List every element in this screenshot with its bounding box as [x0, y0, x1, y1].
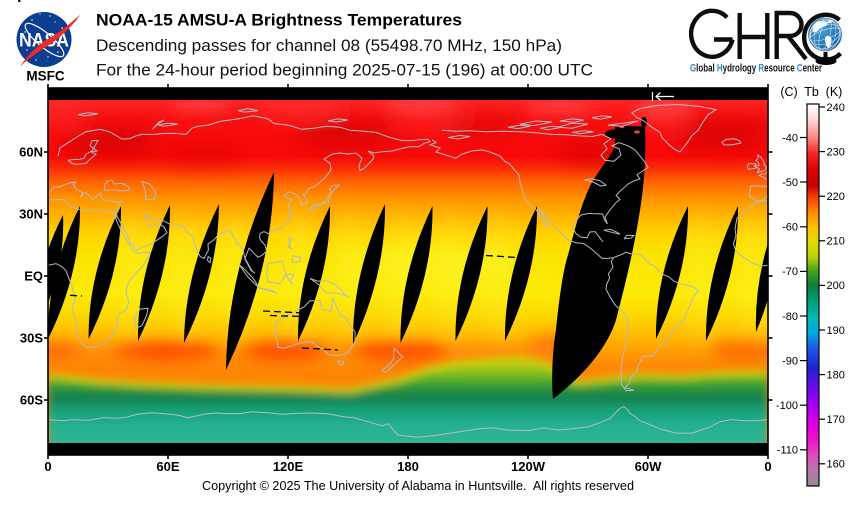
svg-text:170: 170 [827, 414, 845, 426]
svg-text:60E: 60E [156, 459, 179, 474]
svg-text:30N: 30N [19, 207, 43, 222]
svg-text:-70: -70 [782, 266, 798, 278]
svg-text:Copyright © 2025 The Universit: Copyright © 2025 The University of Alaba… [202, 478, 634, 493]
svg-text:-60: -60 [782, 222, 798, 234]
svg-text:0: 0 [764, 459, 771, 474]
svg-text:(C): (C) [780, 85, 797, 99]
svg-text:180: 180 [397, 459, 419, 474]
svg-text:160: 160 [827, 459, 845, 471]
svg-text:Tb: Tb [804, 85, 819, 99]
svg-text:120W: 120W [511, 459, 546, 474]
svg-text:-80: -80 [782, 311, 798, 323]
svg-text:0: 0 [44, 459, 51, 474]
svg-text:60N: 60N [19, 145, 43, 160]
svg-text:190: 190 [827, 325, 845, 337]
svg-text:60W: 60W [635, 459, 662, 474]
svg-text:For the 24-hour period beginni: For the 24-hour period beginning 2025-07… [96, 62, 593, 80]
svg-text:-40: -40 [782, 132, 798, 144]
svg-text:30S: 30S [20, 331, 43, 346]
svg-text:210: 210 [827, 236, 845, 248]
svg-text:-90: -90 [782, 355, 798, 367]
svg-text:EQ: EQ [24, 269, 43, 284]
svg-text:-50: -50 [782, 177, 798, 189]
svg-text:60S: 60S [20, 393, 43, 408]
svg-text:120E: 120E [273, 459, 304, 474]
svg-text:-110: -110 [777, 445, 798, 457]
svg-text:Global Hydrology Resource Cent: Global Hydrology Resource Center [690, 63, 823, 75]
svg-text:(K): (K) [826, 85, 843, 99]
svg-text:240: 240 [827, 102, 845, 114]
svg-text:180: 180 [827, 369, 845, 381]
svg-text:230: 230 [827, 146, 845, 158]
svg-text:Descending passes for channel: Descending passes for channel 08 (55498.… [96, 37, 562, 55]
svg-text:220: 220 [827, 191, 845, 203]
svg-text:NOAA-15 AMSU-A Brightness Temp: NOAA-15 AMSU-A Brightness Temperatures [96, 12, 462, 30]
svg-text:-100: -100 [776, 400, 798, 412]
svg-text:200: 200 [827, 280, 845, 292]
svg-text:MSFC: MSFC [26, 69, 64, 84]
